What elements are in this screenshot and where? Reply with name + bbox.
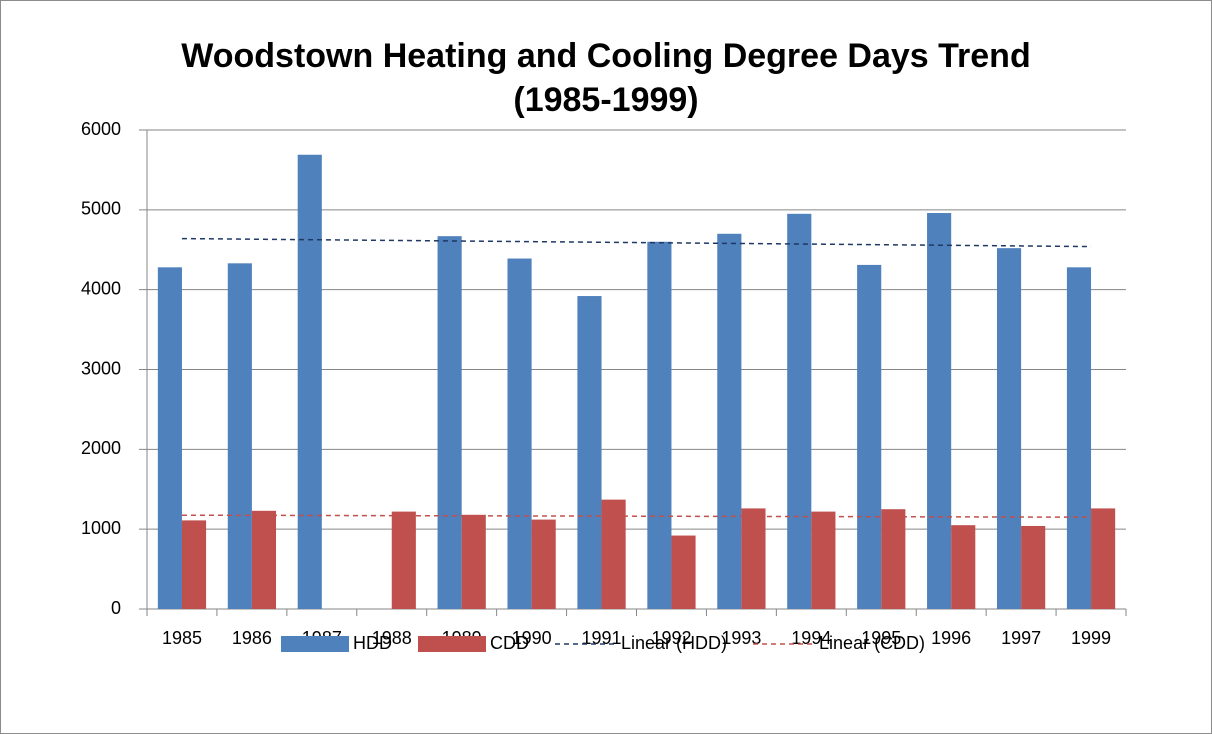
legend-label: CDD: [490, 633, 529, 653]
y-tick-label: 2000: [81, 438, 121, 458]
bar: [857, 264, 882, 609]
bar: [577, 296, 602, 609]
bar: [717, 233, 742, 610]
bar: [461, 514, 486, 609]
x-tick-label: 1991: [582, 628, 622, 648]
x-tick-label: 1985: [162, 628, 202, 648]
legend-label: HDD: [353, 633, 392, 653]
bar: [927, 213, 952, 609]
legend-swatch: [281, 636, 349, 652]
legend-label: Linear (CDD): [819, 633, 925, 653]
y-tick-label: 6000: [81, 119, 121, 139]
bar: [391, 511, 416, 609]
bar: [507, 258, 532, 609]
y-tick-label: 4000: [81, 278, 121, 298]
x-tick-label: 1995: [861, 628, 901, 648]
x-tick-label: 1999: [1071, 628, 1111, 648]
chart-title: Woodstown Heating and Cooling Degree Day…: [181, 37, 1031, 119]
bar: [996, 248, 1022, 610]
bar: [951, 525, 976, 609]
bar: [251, 510, 277, 609]
bar: [671, 535, 696, 609]
bar: [811, 511, 836, 609]
x-tick-label: 1996: [931, 628, 971, 648]
bar: [1021, 525, 1046, 609]
legend-label: Linear (HDD): [621, 633, 727, 653]
x-tick-label: 1992: [651, 628, 691, 648]
bar: [601, 499, 626, 609]
legend-swatch: [418, 636, 486, 652]
bar: [1066, 267, 1092, 609]
x-tick-label: 1988: [372, 628, 412, 648]
x-tick-label: 1986: [232, 628, 272, 648]
y-tick-label: 3000: [81, 358, 121, 378]
x-tick-label: 1997: [1001, 628, 1041, 648]
trend-line: [181, 237, 1092, 248]
bar: [741, 508, 766, 609]
y-tick-label: 5000: [81, 199, 121, 219]
bar: [1091, 508, 1116, 609]
bar: [297, 154, 322, 609]
bar: [157, 267, 182, 609]
x-tick-label: 1990: [512, 628, 552, 648]
trend-line: [181, 514, 1092, 518]
bar: [227, 263, 252, 609]
y-tick-label: 1000: [81, 518, 121, 538]
bar: [787, 213, 812, 609]
y-tick-label: 0: [111, 598, 121, 618]
x-tick-label: 1994: [791, 628, 831, 648]
x-tick-label: 1993: [721, 628, 761, 648]
bar: [181, 520, 207, 609]
bar: [531, 519, 556, 609]
bar: [437, 236, 462, 609]
bar: [647, 241, 672, 609]
bar: [881, 509, 906, 609]
